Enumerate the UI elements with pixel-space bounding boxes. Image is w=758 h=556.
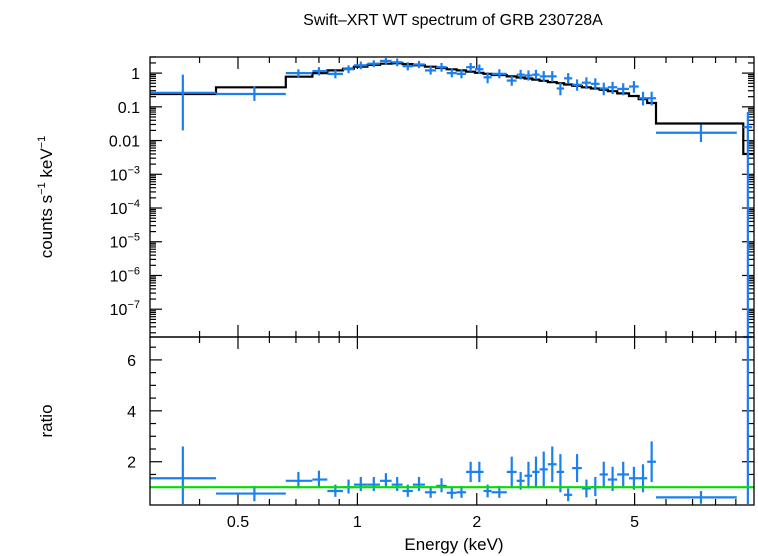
y-tick-label: 2 [127, 455, 136, 472]
x-tick-label: 0.5 [227, 514, 249, 531]
data-point [475, 64, 484, 74]
data-point [581, 479, 591, 498]
data-point [391, 477, 403, 491]
data-point [572, 79, 582, 91]
y-tick-label: 10−4 [110, 198, 140, 218]
data-point [547, 446, 557, 483]
data-point [424, 66, 437, 75]
ratio-y-axis-label: ratio [37, 404, 56, 437]
data-point [532, 456, 540, 488]
data-point [353, 61, 368, 70]
data-point [655, 124, 737, 143]
chart-title: Swift–XRT WT spectrum of GRB 230728A [303, 12, 603, 29]
data-point [524, 70, 533, 81]
spectrum-axis-ticks [150, 56, 754, 337]
y-tick-label: 1 [131, 66, 140, 83]
data-point [412, 60, 425, 69]
y-tick-label: 10−6 [110, 265, 140, 285]
ratio-y-tick-labels: 2 4 6 [127, 353, 136, 472]
data-point [215, 485, 286, 502]
y-tick-label: 10−3 [110, 164, 140, 184]
data-point [379, 473, 392, 488]
spectrum-y-axis-label: counts s−1 keV−1 [36, 136, 56, 258]
data-point [607, 81, 618, 94]
y-tick-label: 4 [127, 404, 136, 421]
data-point [353, 477, 368, 491]
spectrum-panel: 1 0.1 0.01 10−3 10−4 10−5 10−6 10−7 [109, 56, 755, 338]
data-point [312, 470, 328, 488]
data-point [446, 486, 457, 499]
data-point [590, 78, 600, 90]
data-point [466, 62, 476, 72]
data-point [402, 62, 413, 71]
data-point [743, 335, 753, 504]
data-point [436, 478, 447, 493]
data-point [599, 82, 608, 96]
data-point [367, 60, 380, 68]
y-tick-label: 6 [127, 353, 136, 370]
y-tick-label: 0.1 [118, 100, 140, 117]
spectrum-data-points [150, 58, 753, 337]
spectrum-plot-frame [149, 56, 755, 338]
data-point [647, 91, 656, 106]
data-point [391, 58, 403, 67]
y-tick-label: 10−7 [110, 299, 140, 319]
data-point [456, 69, 467, 79]
data-point [556, 82, 565, 96]
x-axis-label: Energy (keV) [404, 535, 503, 554]
data-point [367, 477, 380, 491]
data-point [436, 62, 447, 72]
data-point [617, 461, 630, 488]
energy-x-tick-labels: 0.5 1 2 5 [227, 514, 639, 531]
data-point [506, 456, 517, 488]
data-point [516, 69, 525, 80]
data-point [564, 73, 573, 84]
data-point [312, 67, 328, 76]
y-tick-label: 10−5 [110, 232, 140, 252]
data-point [629, 466, 639, 490]
spectrum-y-tick-labels: 1 0.1 0.01 10−3 10−4 10−5 10−6 10−7 [109, 66, 140, 319]
ratio-axis-ticks [150, 337, 754, 505]
data-point [556, 454, 565, 493]
data-point [532, 69, 540, 80]
x-tick-label: 1 [353, 514, 362, 531]
data-point [215, 86, 286, 101]
data-point [539, 71, 548, 82]
data-point [524, 461, 533, 489]
data-point [446, 68, 457, 78]
data-point [655, 491, 737, 504]
data-point [581, 77, 591, 89]
data-point [617, 83, 630, 96]
data-point [629, 81, 639, 93]
data-point [379, 58, 392, 65]
data-point [539, 451, 548, 488]
data-point [343, 65, 354, 74]
data-point [572, 454, 582, 483]
data-point [475, 461, 484, 483]
data-point [412, 477, 425, 491]
data-point [285, 471, 313, 489]
data-point [547, 71, 557, 82]
data-point [150, 446, 216, 504]
ratio-plot-frame [149, 336, 755, 506]
data-point [506, 76, 517, 86]
data-point [466, 461, 476, 483]
x-tick-label: 2 [472, 514, 481, 531]
data-point [743, 112, 753, 337]
data-point [647, 441, 656, 483]
data-point [327, 69, 344, 79]
y-tick-label: 0.01 [109, 134, 140, 151]
data-point [285, 69, 313, 78]
data-point [483, 72, 492, 84]
data-point [564, 488, 573, 502]
data-point [491, 69, 507, 79]
x-tick-label: 5 [630, 514, 639, 531]
data-point [638, 91, 648, 106]
ratio-data-points [150, 335, 753, 504]
data-point [599, 461, 608, 488]
data-point [150, 74, 216, 131]
ratio-panel: 2 4 6 0.5 1 2 5 [127, 335, 755, 531]
